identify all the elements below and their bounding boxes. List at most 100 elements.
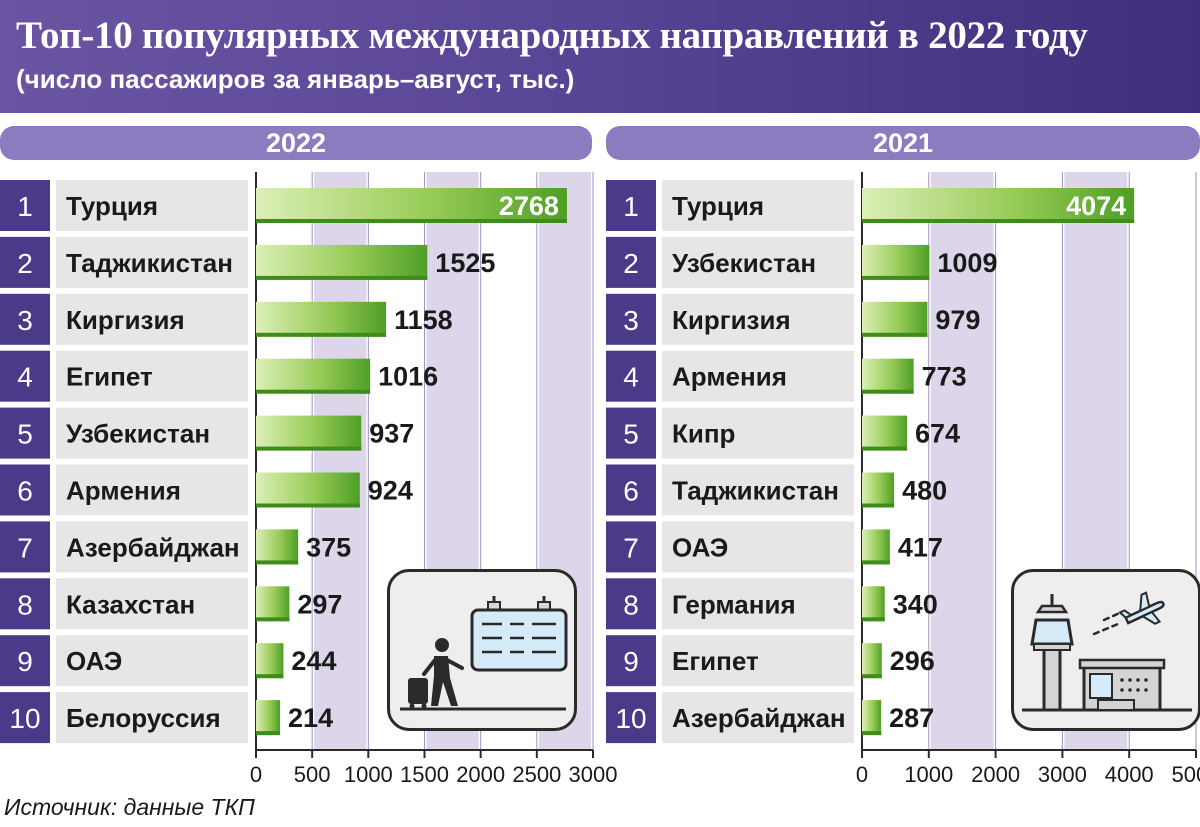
bar <box>256 244 428 280</box>
bar-shadow <box>862 332 928 337</box>
control-tower-airplane-icon <box>1011 569 1200 731</box>
bar-shadow <box>862 446 908 451</box>
value-label: 1525 <box>435 248 495 278</box>
bar <box>862 700 882 736</box>
bar-shadow <box>256 503 360 508</box>
category-cell <box>56 180 248 231</box>
bar <box>862 529 890 565</box>
rank-number: 9 <box>17 646 33 677</box>
rank-number: 1 <box>17 191 33 222</box>
bar <box>256 586 290 622</box>
rank-cell <box>0 578 50 630</box>
bar-shadow <box>256 674 284 679</box>
rank-cell <box>606 464 656 516</box>
chart-panel-2021: 2021 0 1000 2000 3000 4000 5000 1 Турция 4074 2 Узб… <box>606 126 1200 787</box>
bar-shadow <box>862 560 890 565</box>
bar <box>862 586 885 622</box>
rank-cell <box>0 350 50 402</box>
rank-number: 6 <box>623 476 639 507</box>
value-label: 1009 <box>937 248 997 278</box>
category-label: Узбекистан <box>66 419 210 449</box>
value-label: 214 <box>288 703 333 733</box>
bar-shadow <box>862 731 882 736</box>
value-label: 417 <box>898 532 943 562</box>
category-label: Кипр <box>672 419 735 449</box>
bar-shadow <box>256 446 362 451</box>
page-title: Топ-10 популярных международных направле… <box>16 14 1088 57</box>
category-label: Турция <box>66 191 158 221</box>
bar-shadow <box>256 617 290 622</box>
bar <box>256 643 284 679</box>
rank-cell <box>606 293 656 345</box>
rank-number: 10 <box>9 703 40 734</box>
category-label: Таджикистан <box>672 476 839 506</box>
value-label: 2768 <box>499 191 559 221</box>
bar-shadow <box>862 219 1135 223</box>
value-label: 375 <box>306 532 351 562</box>
rank-number: 3 <box>17 305 33 336</box>
category-cell <box>56 692 248 744</box>
x-tick-label: 1000 <box>904 762 953 787</box>
x-tick-label: 4000 <box>1105 762 1154 787</box>
rank-cell <box>0 180 50 231</box>
value-label: 674 <box>915 419 960 449</box>
year-band <box>0 126 592 160</box>
bar-shadow <box>256 731 281 736</box>
x-tick-label: 2000 <box>456 762 505 787</box>
value-label: 480 <box>902 476 947 506</box>
bar <box>862 244 930 280</box>
rank-number: 2 <box>623 248 639 279</box>
rank-number: 2 <box>17 248 33 279</box>
rank-number: 1 <box>623 191 639 222</box>
bar-shadow <box>862 389 914 394</box>
x-tick-label: 1500 <box>400 762 449 787</box>
x-tick-label: 3000 <box>1038 762 1087 787</box>
x-tick-label: 5000 <box>1172 762 1200 787</box>
bar <box>862 301 928 337</box>
category-cell <box>662 180 854 231</box>
category-cell <box>56 407 248 459</box>
x-tick-label: 0 <box>250 762 262 787</box>
category-label: Египет <box>672 646 759 676</box>
rank-number: 10 <box>615 703 646 734</box>
category-label: Азербайджан <box>66 532 240 562</box>
value-label: 979 <box>935 305 980 335</box>
bar <box>256 472 360 508</box>
value-label: 287 <box>889 703 934 733</box>
rank-cell <box>606 350 656 402</box>
grid-band <box>928 172 996 750</box>
category-label: Германия <box>672 589 796 619</box>
rank-number: 8 <box>17 589 33 620</box>
category-label: Таджикистан <box>66 248 233 278</box>
rank-number: 5 <box>623 419 639 450</box>
rank-cell <box>0 692 50 744</box>
bar-shadow <box>256 389 371 394</box>
bar <box>862 643 882 679</box>
category-label: Узбекистан <box>672 248 816 278</box>
rank-cell <box>606 521 656 573</box>
year-label: 2021 <box>873 128 933 158</box>
rank-cell <box>0 293 50 345</box>
category-cell <box>662 692 854 744</box>
value-label: 1016 <box>378 362 438 392</box>
bar <box>862 188 1135 223</box>
rank-cell <box>0 635 50 687</box>
rank-cell <box>0 236 50 288</box>
category-cell <box>56 236 248 288</box>
category-label: Киргизия <box>672 305 791 335</box>
rank-number: 3 <box>623 305 639 336</box>
rank-cell <box>606 180 656 231</box>
value-label: 937 <box>369 419 414 449</box>
category-label: Армения <box>66 476 181 506</box>
rank-cell <box>606 692 656 744</box>
category-cell <box>662 350 854 402</box>
x-tick-label: 3000 <box>569 762 618 787</box>
bar <box>256 700 281 736</box>
year-label: 2022 <box>266 128 326 158</box>
category-label: Киргизия <box>66 305 185 335</box>
bar-shadow <box>256 219 567 223</box>
x-tick-label: 2000 <box>971 762 1020 787</box>
bar-shadow <box>862 617 885 622</box>
rank-number: 4 <box>17 362 33 393</box>
rank-number: 4 <box>623 362 639 393</box>
